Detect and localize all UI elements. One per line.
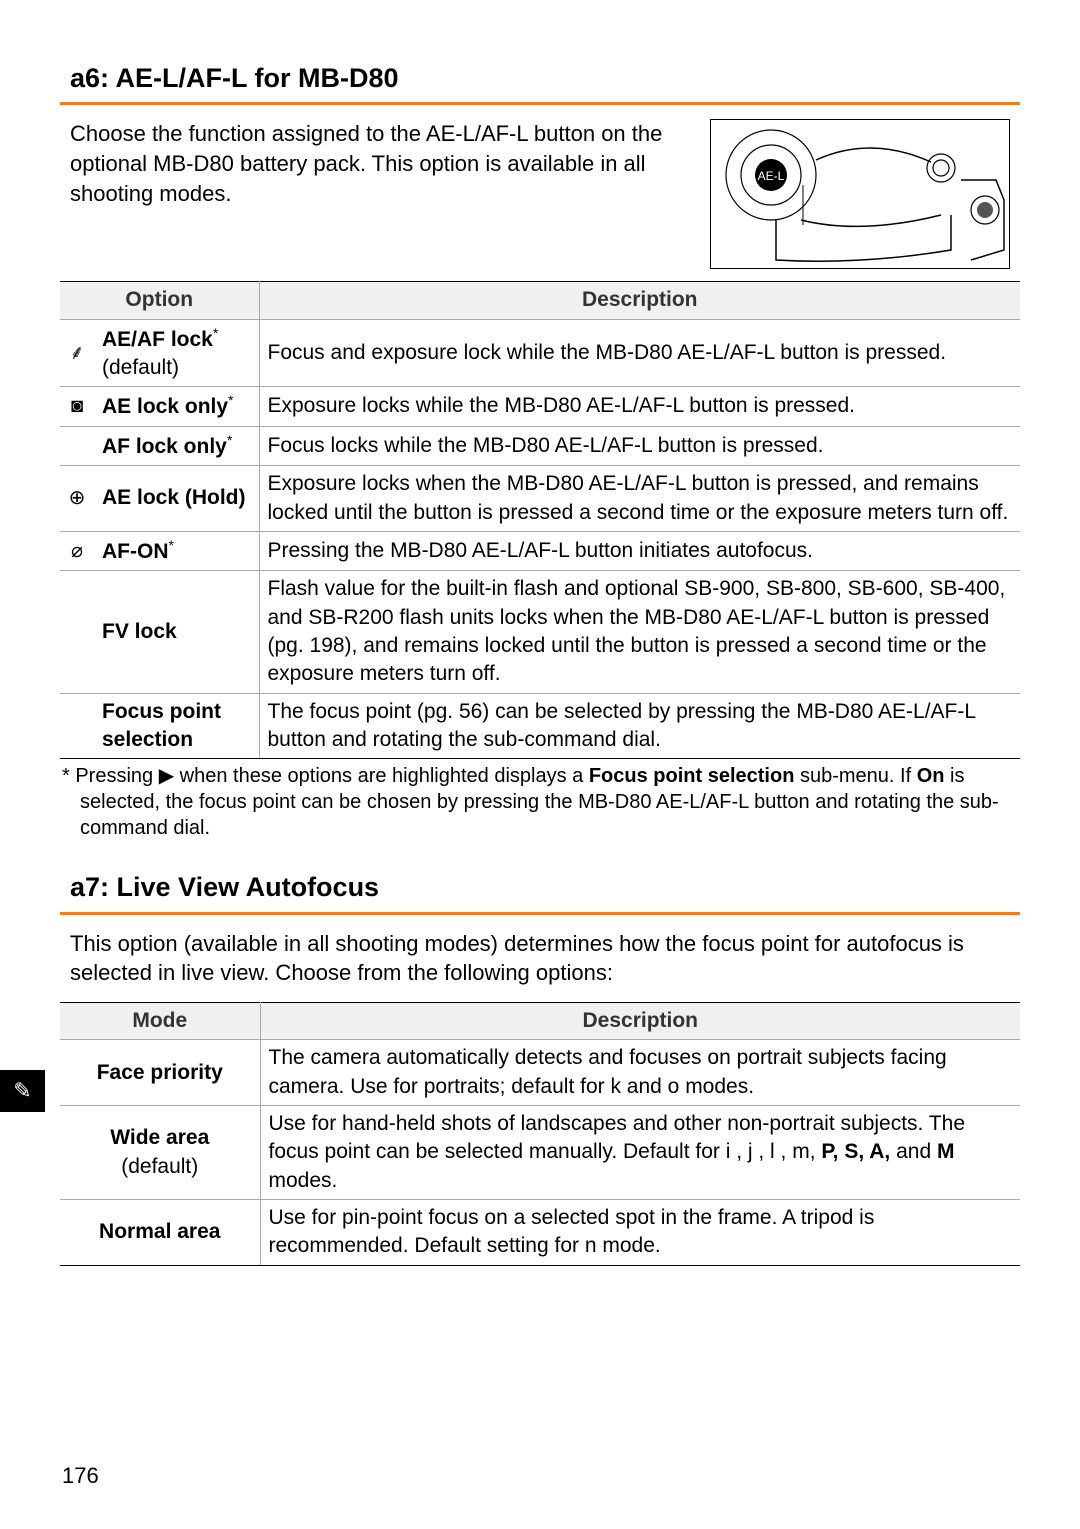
camera-illustration: AE-L <box>710 119 1010 269</box>
section-title-a7: a7: Live View Autofocus <box>70 869 1020 905</box>
col-description: Description <box>259 282 1020 319</box>
mode-name: Face priority <box>60 1040 260 1106</box>
modes-table-a7: Mode Description Face priority The camer… <box>60 1002 1020 1266</box>
option-name: FV lock <box>94 571 259 693</box>
option-icon <box>60 426 94 465</box>
option-icon: ◙ <box>60 387 94 426</box>
option-icon <box>60 693 94 759</box>
table-row: Normal area Use for pin-point focus on a… <box>60 1200 1020 1266</box>
table-row: ◙ AE lock only* Exposure locks while the… <box>60 387 1020 426</box>
section-a6: a6: AE-L/AF-L for MB-D80 Choose the func… <box>60 60 1020 841</box>
section-title-a6: a6: AE-L/AF-L for MB-D80 <box>70 60 1020 96</box>
option-name: AE lock only* <box>94 387 259 426</box>
table-header-row: Option Description <box>60 282 1020 319</box>
option-icon <box>60 571 94 693</box>
mode-desc: Use for pin-point focus on a selected sp… <box>260 1200 1020 1266</box>
side-tab-icon <box>0 1070 45 1112</box>
option-icon: ⸙ <box>60 319 94 387</box>
table-row: AF lock only* Focus locks while the MB-D… <box>60 426 1020 465</box>
table-row: Wide area(default) Use for hand-held sho… <box>60 1106 1020 1200</box>
option-icon: ⌀ <box>60 531 94 570</box>
page-number: 176 <box>62 1461 99 1491</box>
accent-rule <box>60 102 1020 105</box>
option-desc: Pressing the MB-D80 AE-L/AF-L button ini… <box>259 531 1020 570</box>
option-desc: Flash value for the built-in flash and o… <box>259 571 1020 693</box>
col-mode: Mode <box>60 1003 260 1040</box>
mode-desc: The camera automatically detects and foc… <box>260 1040 1020 1106</box>
table-row: ⊕ AE lock (Hold) Exposure locks when the… <box>60 466 1020 532</box>
table-row: ⸙ AE/AF lock*(default) Focus and exposur… <box>60 319 1020 387</box>
pencil-icon <box>13 1076 31 1106</box>
mode-desc: Use for hand-held shots of landscapes an… <box>260 1106 1020 1200</box>
mode-name: Normal area <box>60 1200 260 1266</box>
option-desc: The focus point (pg. 56) can be selected… <box>259 693 1020 759</box>
footnote-a6: * Pressing ▶ when these options are high… <box>60 763 1010 841</box>
table-row: Focus point selection The focus point (p… <box>60 693 1020 759</box>
option-desc: Exposure locks while the MB-D80 AE-L/AF-… <box>259 387 1020 426</box>
svg-text:AE-L: AE-L <box>758 169 785 183</box>
option-icon: ⊕ <box>60 466 94 532</box>
table-row: ⌀ AF-ON* Pressing the MB-D80 AE-L/AF-L b… <box>60 531 1020 570</box>
col-option: Option <box>60 282 259 319</box>
intro-text-a7: This option (available in all shooting m… <box>60 929 1020 988</box>
option-desc: Focus locks while the MB-D80 AE-L/AF-L b… <box>259 426 1020 465</box>
accent-rule <box>60 912 1020 915</box>
table-row: Face priority The camera automatically d… <box>60 1040 1020 1106</box>
col-description: Description <box>260 1003 1020 1040</box>
section-a7: a7: Live View Autofocus This option (ava… <box>60 869 1020 1266</box>
option-name: AE lock (Hold) <box>94 466 259 532</box>
option-desc: Focus and exposure lock while the MB-D80… <box>259 319 1020 387</box>
option-name: Focus point selection <box>94 693 259 759</box>
table-header-row: Mode Description <box>60 1003 1020 1040</box>
intro-text-a6: Choose the function assigned to the AE-L… <box>60 119 690 269</box>
table-row: FV lock Flash value for the built-in fla… <box>60 571 1020 693</box>
options-table-a6: Option Description ⸙ AE/AF lock*(default… <box>60 281 1020 759</box>
option-name: AF lock only* <box>94 426 259 465</box>
option-name: AE/AF lock*(default) <box>94 319 259 387</box>
mode-name: Wide area(default) <box>60 1106 260 1200</box>
option-name: AF-ON* <box>94 531 259 570</box>
intro-row: Choose the function assigned to the AE-L… <box>60 119 1020 269</box>
option-desc: Exposure locks when the MB-D80 AE-L/AF-L… <box>259 466 1020 532</box>
